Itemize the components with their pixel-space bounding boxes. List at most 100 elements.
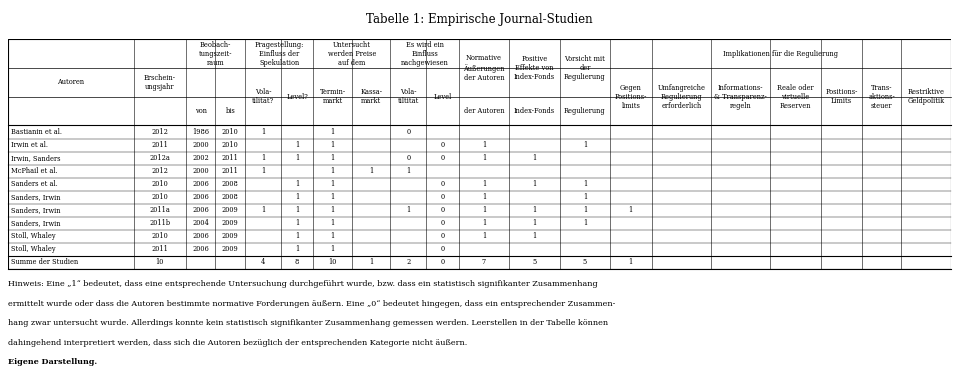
Text: 2008: 2008 (222, 180, 239, 188)
Text: Irwin et al.: Irwin et al. (11, 141, 48, 149)
Text: 2009: 2009 (222, 219, 239, 227)
Text: 2011: 2011 (222, 167, 239, 175)
Text: 0: 0 (440, 258, 444, 266)
Text: 1: 1 (331, 141, 335, 149)
Text: Positive
Effekte von
Index-Fonds: Positive Effekte von Index-Fonds (514, 55, 555, 81)
Text: 2010: 2010 (222, 141, 239, 149)
Text: 2010: 2010 (152, 193, 168, 201)
Text: von: von (195, 107, 206, 115)
Text: Trans-
aktions-
steuer: Trans- aktions- steuer (868, 83, 895, 110)
Text: Stoll, Whaley: Stoll, Whaley (11, 232, 55, 240)
Text: 1: 1 (294, 180, 299, 188)
Text: 0: 0 (440, 154, 444, 162)
Text: 1986: 1986 (192, 128, 209, 136)
Text: Gegen
Positions-
limits: Gegen Positions- limits (615, 83, 647, 110)
Text: Stoll, Whaley: Stoll, Whaley (11, 245, 55, 253)
Text: Level: Level (433, 93, 452, 101)
Text: 2009: 2009 (222, 232, 239, 240)
Text: ermittelt wurde oder dass die Autoren bestimmte normative Forderungen äußern. Ei: ermittelt wurde oder dass die Autoren be… (8, 300, 615, 308)
Text: 1: 1 (294, 193, 299, 201)
Text: 1: 1 (583, 193, 587, 201)
Text: 2010: 2010 (152, 232, 168, 240)
Text: 1: 1 (331, 193, 335, 201)
Text: Vola-
tiltität: Vola- tiltität (398, 88, 419, 105)
Text: 2002: 2002 (192, 154, 209, 162)
Text: 4: 4 (261, 258, 265, 266)
Text: 0: 0 (407, 154, 410, 162)
Text: McPhail et al.: McPhail et al. (11, 167, 58, 175)
Text: Tabelle 1: Empirische Journal-Studien: Tabelle 1: Empirische Journal-Studien (366, 13, 593, 26)
Text: Vorsicht mit
der
Regulierung: Vorsicht mit der Regulierung (564, 55, 606, 81)
Text: 1: 1 (331, 167, 335, 175)
Text: 2011: 2011 (222, 154, 239, 162)
Text: Vola-
tilität?: Vola- tilität? (252, 88, 274, 105)
Text: 1: 1 (481, 180, 486, 188)
Text: 2012: 2012 (152, 167, 168, 175)
Text: 0: 0 (440, 232, 444, 240)
Text: Es wird ein
Einfluss
nachgewiesen: Es wird ein Einfluss nachgewiesen (401, 41, 449, 67)
Text: 1: 1 (407, 206, 410, 214)
Text: Bastianin et al.: Bastianin et al. (11, 128, 61, 136)
Text: 1: 1 (481, 219, 486, 227)
Text: 1: 1 (407, 167, 410, 175)
Text: Untersucht
werden Preise
auf dem: Untersucht werden Preise auf dem (328, 41, 376, 67)
Text: 1: 1 (331, 154, 335, 162)
Text: Implikationen für die Regulierung: Implikationen für die Regulierung (723, 50, 838, 58)
Text: 2009: 2009 (222, 206, 239, 214)
Text: 7: 7 (481, 258, 486, 266)
Text: 2000: 2000 (192, 167, 209, 175)
Text: 1: 1 (294, 219, 299, 227)
Text: Regulierung: Regulierung (564, 107, 606, 115)
Text: 1: 1 (369, 258, 373, 266)
Text: 2006: 2006 (192, 245, 209, 253)
Text: 1: 1 (532, 206, 536, 214)
Text: 1: 1 (481, 141, 486, 149)
Text: 1: 1 (583, 219, 587, 227)
Text: 2: 2 (407, 258, 410, 266)
Text: 0: 0 (440, 193, 444, 201)
Text: 1: 1 (261, 128, 265, 136)
Text: 2000: 2000 (192, 141, 209, 149)
Text: 1: 1 (532, 154, 536, 162)
Text: 1: 1 (331, 245, 335, 253)
Text: 2011a: 2011a (150, 206, 170, 214)
Text: 1: 1 (369, 167, 373, 175)
Text: der Autoren: der Autoren (463, 107, 504, 115)
Text: Hinweis: Eine „1“ bedeutet, dass eine entsprechende Untersuchung durchgeführt wu: Hinweis: Eine „1“ bedeutet, dass eine en… (8, 280, 597, 288)
Text: 1: 1 (583, 141, 587, 149)
Text: 1: 1 (532, 180, 536, 188)
Text: 0: 0 (440, 141, 444, 149)
Text: Beobach-
tungszeit-
raum: Beobach- tungszeit- raum (199, 41, 232, 67)
Text: 2010: 2010 (152, 180, 168, 188)
Text: Irwin, Sanders: Irwin, Sanders (11, 154, 60, 162)
Text: 2011: 2011 (152, 245, 168, 253)
Text: 1: 1 (481, 206, 486, 214)
Text: 1: 1 (294, 206, 299, 214)
Text: Sanders, Irwin: Sanders, Irwin (11, 219, 60, 227)
Text: 0: 0 (440, 180, 444, 188)
Text: 1: 1 (294, 245, 299, 253)
Text: 1: 1 (629, 258, 633, 266)
Text: 1: 1 (331, 232, 335, 240)
Text: 1: 1 (261, 154, 265, 162)
Text: Sanders, Irwin: Sanders, Irwin (11, 206, 60, 214)
Text: 2008: 2008 (222, 193, 239, 201)
Text: 1: 1 (481, 193, 486, 201)
Text: 0: 0 (440, 219, 444, 227)
Text: 2010: 2010 (222, 128, 239, 136)
Text: Termin-
markt: Termin- markt (319, 88, 345, 105)
Text: Autoren: Autoren (58, 79, 84, 86)
Text: Fragestellung:
Einfluss der
Spekulation: Fragestellung: Einfluss der Spekulation (254, 41, 304, 67)
Text: 0: 0 (407, 128, 410, 136)
Text: 2006: 2006 (192, 232, 209, 240)
Text: dahingehend interpretiert werden, dass sich die Autoren bezüglich der entspreche: dahingehend interpretiert werden, dass s… (8, 339, 467, 347)
Text: 1: 1 (331, 206, 335, 214)
Text: 1: 1 (583, 206, 587, 214)
Text: 1: 1 (629, 206, 633, 214)
Text: 2006: 2006 (192, 180, 209, 188)
Text: 2012: 2012 (152, 128, 168, 136)
Text: 1: 1 (331, 180, 335, 188)
Text: Sanders, Irwin: Sanders, Irwin (11, 193, 60, 201)
Text: 2009: 2009 (222, 245, 239, 253)
Text: Umfangreiche
Regulierung
erforderlich: Umfangreiche Regulierung erforderlich (657, 83, 705, 110)
